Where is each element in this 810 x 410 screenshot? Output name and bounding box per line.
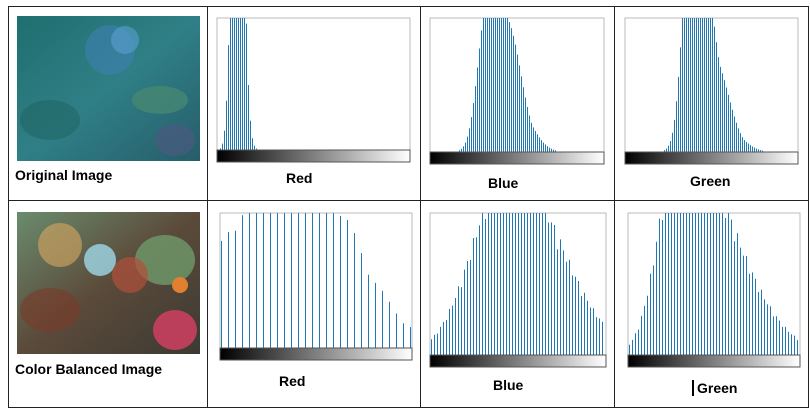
histogram-label: Red: [286, 170, 313, 186]
histogram-label: Blue: [493, 377, 524, 393]
gray-scale-strip: [429, 354, 607, 368]
gray-scale-strip: [627, 354, 801, 368]
plot-frame: [624, 17, 799, 153]
histogram-label: Green: [692, 380, 737, 396]
histogram-label: Blue: [488, 175, 519, 191]
image-label: Color Balanced Image: [15, 361, 163, 377]
histogram: [429, 212, 607, 368]
histogram-label: Green: [690, 173, 731, 189]
histogram-label: Red: [279, 373, 306, 389]
original-image: [17, 16, 200, 161]
histogram: [219, 212, 413, 361]
gray-scale-strip: [624, 151, 799, 165]
histogram: [216, 17, 411, 163]
image-label: Original Image: [15, 167, 113, 183]
histograms: [216, 17, 801, 368]
histogram: [624, 17, 799, 165]
plot-frame: [216, 17, 411, 151]
gray-scale-strip: [429, 151, 605, 165]
histogram: [627, 212, 801, 368]
table-grid: [8, 6, 809, 408]
balanced-image: [17, 212, 200, 354]
plot-frame: [219, 212, 413, 349]
gray-scale-strip: [216, 149, 411, 163]
histogram: [429, 17, 605, 165]
gray-scale-strip: [219, 347, 413, 361]
